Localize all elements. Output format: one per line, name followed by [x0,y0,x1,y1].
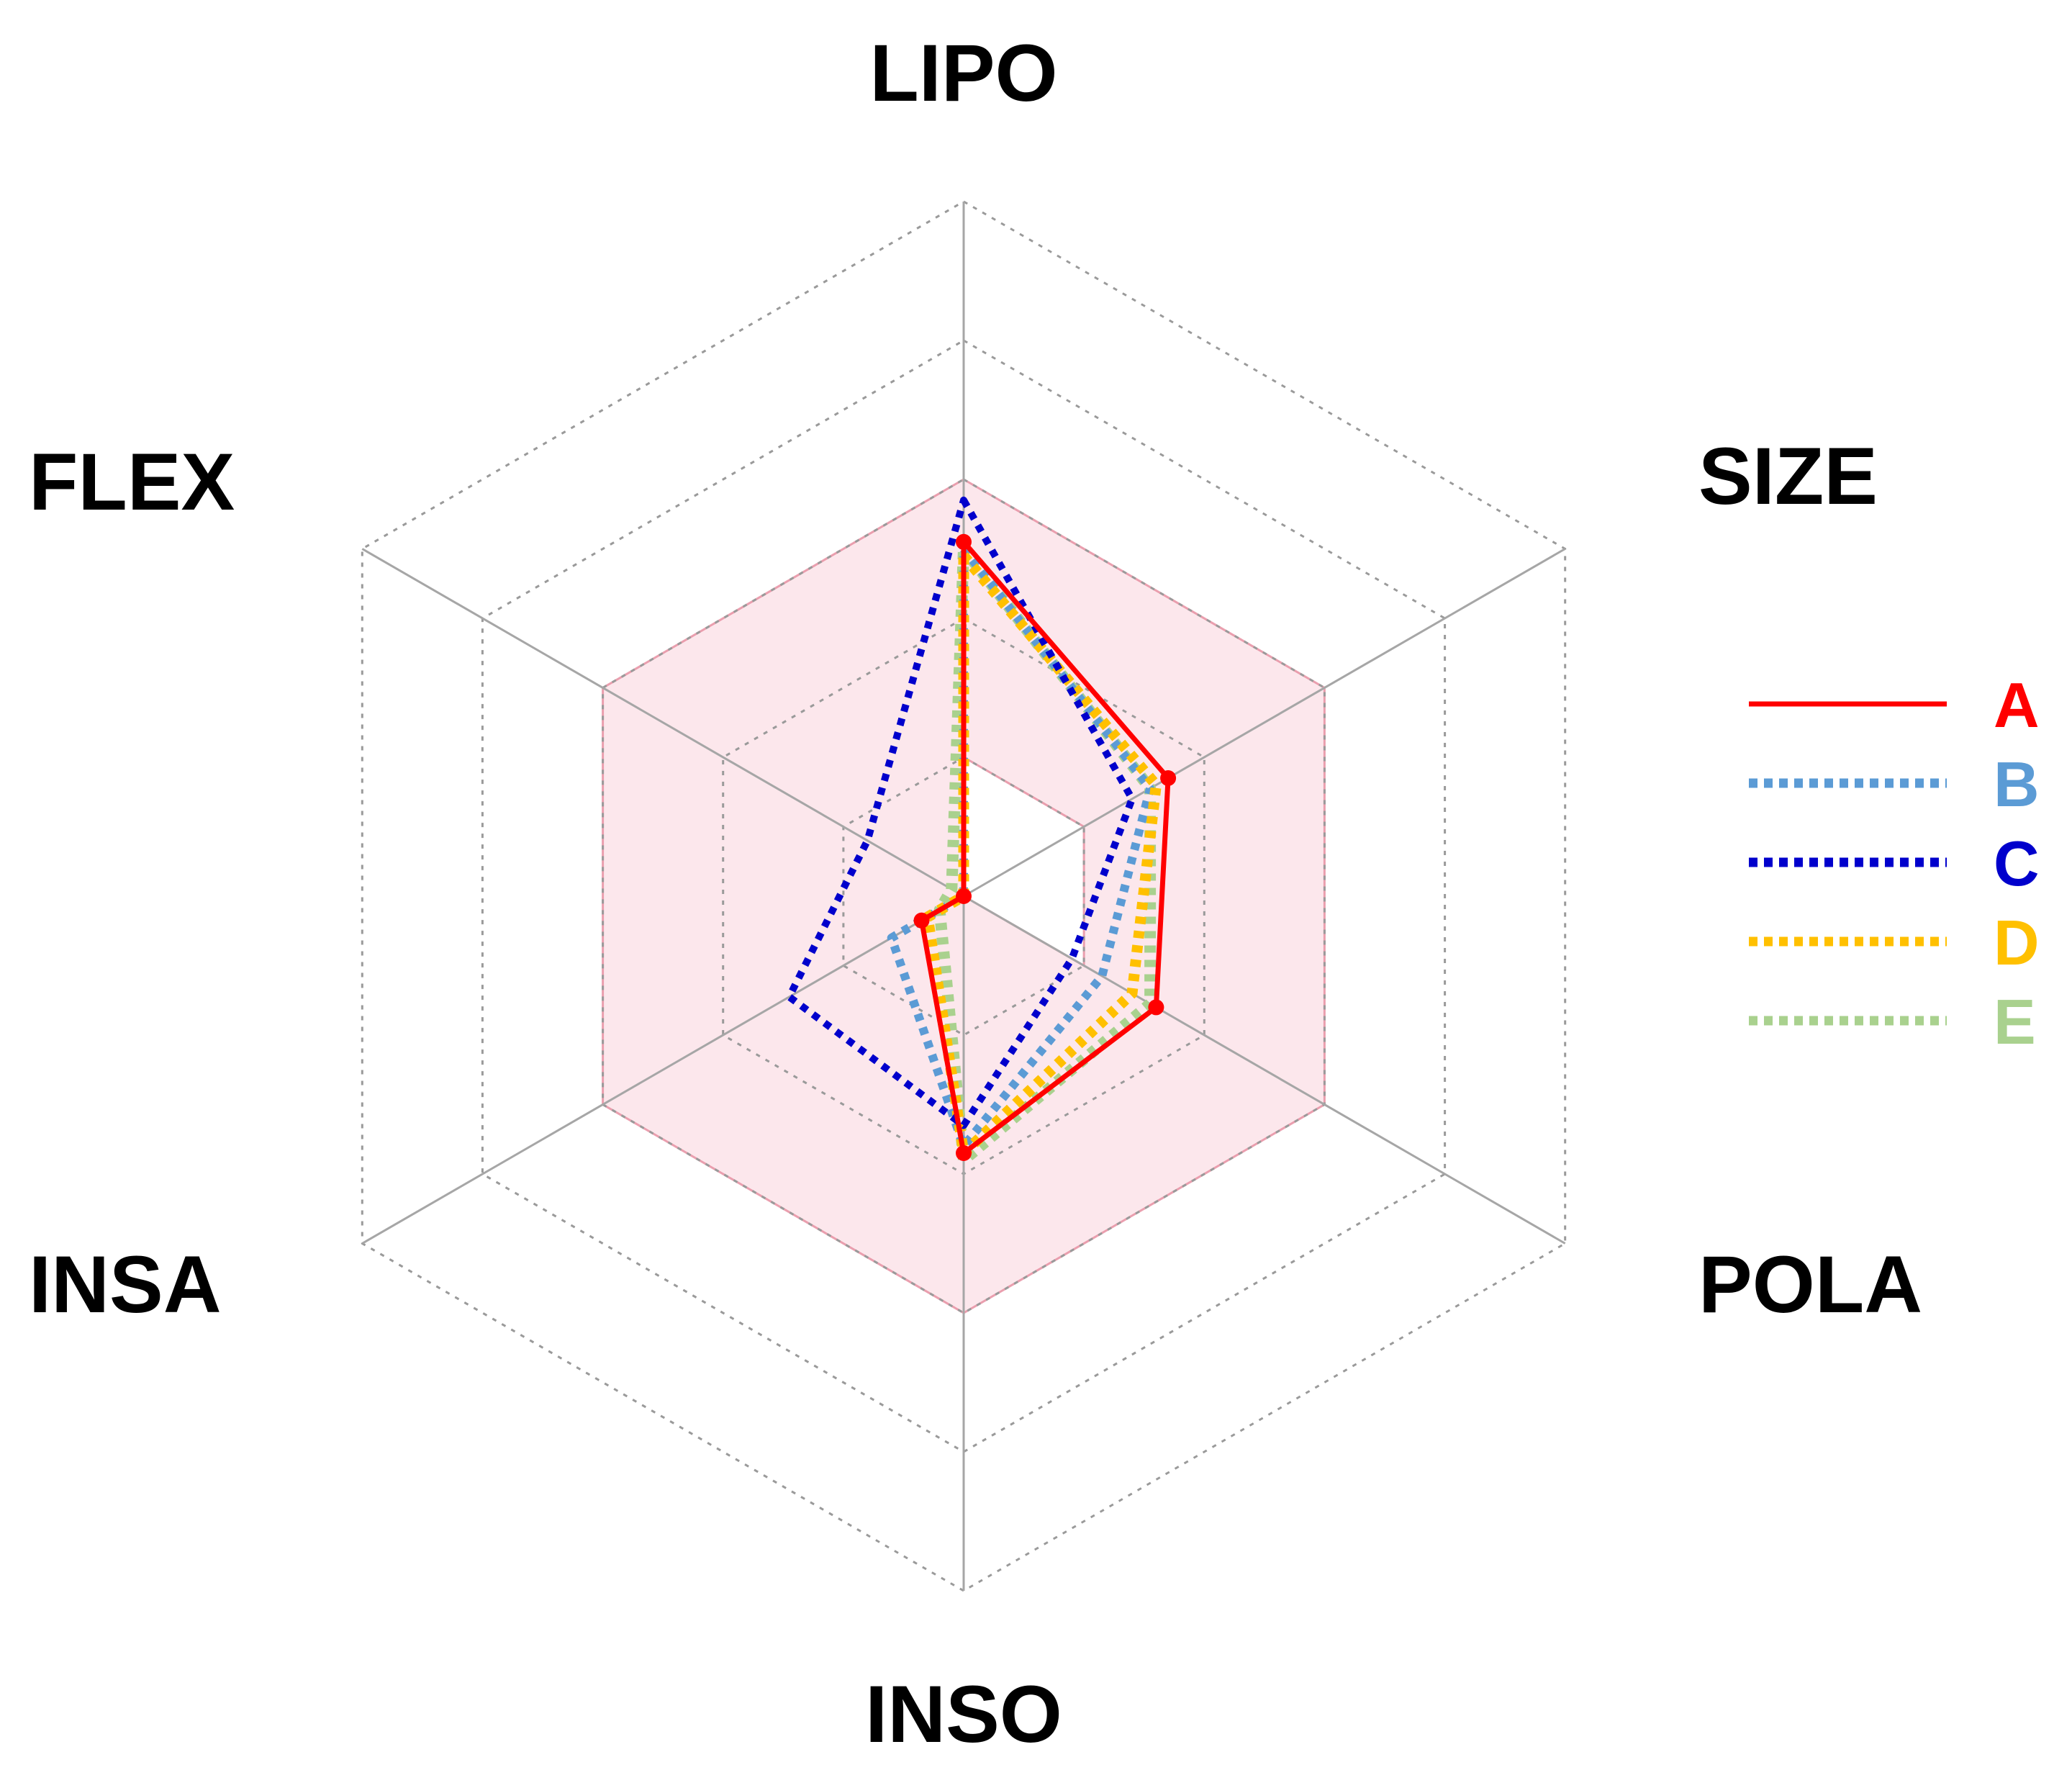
axis-label-pola: POLA [1698,1240,1922,1329]
axis-spoke-insa [361,895,964,1245]
axis-spoke-pola [963,895,1566,1245]
legend-label-a: A [1994,669,2040,741]
legend: A B C D E [1749,669,2040,1057]
series-a-point-pola [1148,999,1164,1016]
axis-label-lipo: LIPO [869,28,1057,118]
series-c-polygon [785,496,1136,1129]
legend-label-b: B [1994,749,2040,820]
series-a-point-flex [956,888,972,904]
axis-label-insa: INSA [29,1240,222,1329]
series-a-point-inso [956,1145,972,1161]
axis-label-flex: FLEX [29,437,235,527]
series-layer [785,496,1177,1166]
axis-spoke-size [963,548,1566,898]
series-b-polygon [887,544,1155,1151]
axis-label-inso: INSO [865,1669,1062,1759]
legend-label-e: E [1994,986,2036,1057]
series-a-point-size [1160,770,1177,786]
series-a-point-insa [913,912,930,929]
axis-labels: LIPO SIZE POLA INSO INSA FLEX [29,28,1922,1759]
series-a-point-lipo [956,533,972,550]
axis-spoke-flex [361,548,964,898]
legend-label-d: D [1994,907,2040,978]
axis-label-size: SIZE [1698,431,1878,521]
legend-label-c: C [1994,828,2040,899]
